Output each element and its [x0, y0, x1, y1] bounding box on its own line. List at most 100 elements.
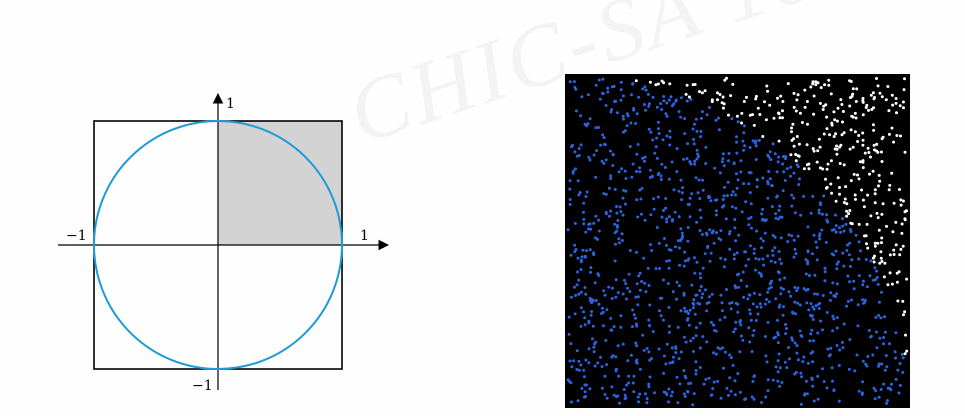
outside-point [811, 147, 815, 151]
inside-point [812, 399, 816, 403]
inside-point [669, 394, 673, 398]
outside-point [807, 162, 811, 166]
inside-point [773, 260, 777, 264]
outside-point [824, 103, 828, 107]
outside-point [880, 150, 883, 154]
inside-point [603, 143, 606, 146]
inside-point [568, 203, 572, 206]
inside-point [830, 366, 834, 370]
inside-point [619, 210, 623, 213]
outside-point [849, 221, 853, 225]
inside-point [569, 400, 573, 404]
inside-point [568, 80, 572, 84]
outside-point [811, 82, 815, 86]
inside-point [739, 170, 743, 174]
inside-point [704, 288, 707, 292]
outside-point [816, 149, 820, 153]
inside-point [697, 154, 701, 158]
inside-point [749, 318, 753, 322]
inside-point [888, 342, 891, 346]
inside-point [604, 104, 608, 107]
inside-point [577, 193, 581, 197]
inside-point [664, 391, 668, 395]
outside-point [879, 250, 883, 254]
inside-point [614, 295, 618, 299]
outside-point [887, 109, 891, 113]
inside-point [781, 313, 785, 317]
inside-point [689, 339, 693, 343]
inside-point [796, 286, 800, 290]
inside-point [667, 400, 670, 404]
inside-point [601, 77, 605, 81]
outside-point [900, 222, 904, 226]
inside-point [634, 322, 638, 326]
inside-point [835, 267, 839, 271]
inside-point [638, 288, 642, 292]
inside-point [821, 328, 824, 332]
inside-point [898, 362, 902, 365]
inside-point [894, 331, 898, 335]
inside-point [589, 266, 593, 270]
inside-point [579, 143, 583, 147]
inside-point [619, 98, 623, 102]
outside-point [800, 121, 804, 124]
outside-point [822, 132, 826, 136]
inside-point [777, 250, 781, 253]
inside-point [609, 316, 613, 320]
inside-point [698, 366, 702, 369]
inside-point [573, 312, 577, 316]
inside-point [795, 344, 799, 348]
inside-point [631, 162, 635, 166]
outside-point [880, 241, 883, 245]
inside-point [725, 288, 728, 291]
inside-point [612, 325, 616, 329]
inside-point [614, 278, 618, 282]
outside-point [811, 80, 815, 84]
inside-point [604, 338, 608, 342]
inside-point [693, 271, 697, 275]
inside-point [694, 326, 698, 330]
inside-point [877, 313, 881, 317]
inside-point [566, 228, 570, 232]
inside-point [841, 346, 845, 350]
inside-point [861, 283, 865, 287]
inside-point [853, 369, 857, 373]
inside-point [866, 355, 870, 358]
inside-point [657, 132, 661, 135]
inside-point [704, 231, 708, 235]
inside-point [850, 258, 854, 262]
inside-point [783, 360, 787, 364]
outside-point [898, 253, 902, 257]
inside-point [642, 348, 646, 352]
inside-point [742, 182, 746, 186]
inside-point [579, 258, 583, 262]
inside-point [691, 127, 695, 131]
inside-point [618, 401, 621, 405]
inside-point [846, 299, 850, 303]
inside-point [825, 218, 829, 222]
scatter-points [566, 76, 909, 407]
outside-point [872, 260, 876, 264]
inside-point [686, 202, 690, 206]
outside-point [830, 191, 834, 195]
outside-point [796, 154, 800, 158]
outside-point [698, 90, 701, 94]
outside-point [812, 94, 816, 98]
outside-point [843, 197, 847, 201]
inside-point [653, 151, 657, 155]
inside-point [846, 243, 849, 247]
inside-point [776, 331, 780, 335]
inside-point [683, 259, 687, 263]
inside-point [646, 266, 650, 270]
unit-circle-diagram: 1 −1 1 −1 [58, 92, 390, 394]
inside-point [617, 374, 621, 378]
x-axis-positive-label: 1 [360, 228, 369, 244]
inside-point [743, 250, 747, 254]
inside-point [796, 301, 800, 305]
inside-point [720, 301, 724, 305]
outside-point [887, 188, 891, 192]
inside-point [600, 312, 603, 316]
inside-point [642, 159, 646, 163]
inside-point [651, 138, 655, 142]
inside-point [781, 189, 785, 193]
